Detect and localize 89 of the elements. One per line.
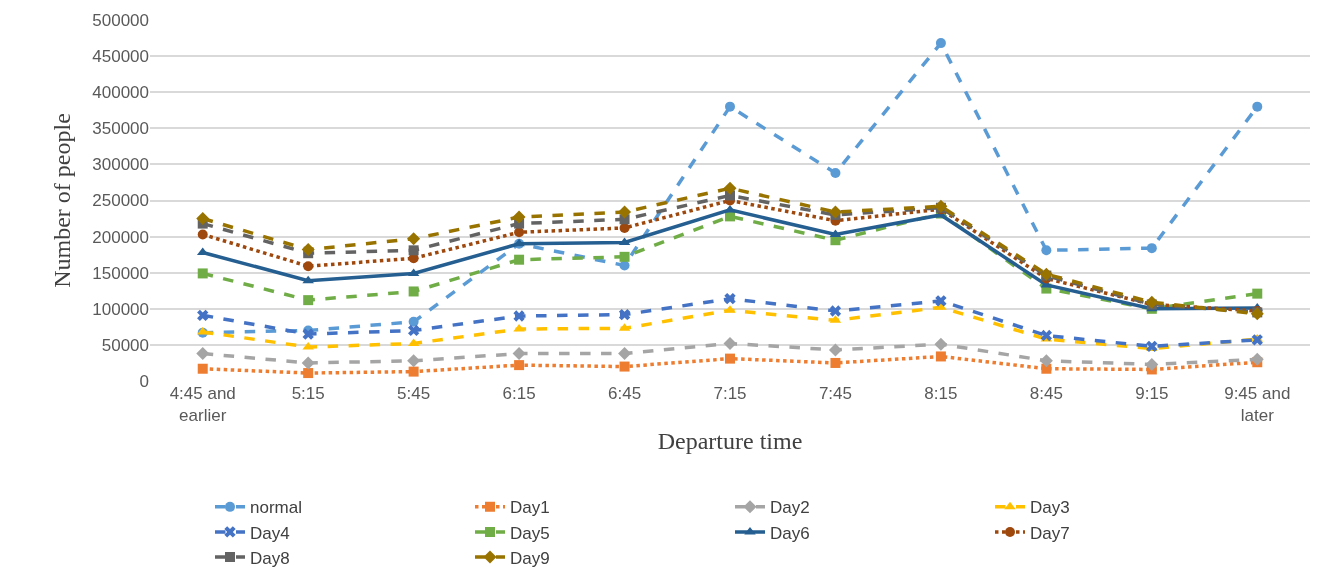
legend-label: Day7 bbox=[1030, 523, 1070, 543]
point bbox=[618, 308, 631, 321]
legend-label: Day3 bbox=[1030, 498, 1070, 518]
legend-label: Day9 bbox=[510, 548, 550, 568]
point bbox=[302, 275, 314, 284]
x-tick-label: 7:45 bbox=[818, 384, 852, 403]
x-tick-label: 8:15 bbox=[924, 384, 958, 403]
x-tick-label: 5:15 bbox=[291, 384, 325, 403]
x-axis-title: Departure time bbox=[657, 428, 803, 455]
point bbox=[619, 251, 630, 262]
point bbox=[302, 328, 314, 340]
point bbox=[301, 243, 315, 257]
point bbox=[828, 205, 842, 219]
point bbox=[1145, 295, 1159, 309]
point bbox=[1250, 352, 1264, 366]
point bbox=[408, 366, 419, 377]
point bbox=[935, 295, 947, 307]
point bbox=[1041, 245, 1052, 256]
point bbox=[513, 310, 525, 322]
point bbox=[724, 293, 736, 305]
legend-label: Day8 bbox=[250, 548, 290, 568]
point bbox=[512, 210, 526, 224]
point bbox=[828, 343, 842, 357]
y-tick-label: 250000 bbox=[92, 191, 149, 211]
y-tick-label: 400000 bbox=[92, 83, 149, 103]
point bbox=[407, 354, 421, 368]
legend-label: normal bbox=[250, 498, 302, 518]
x-tick-label: 9:45 and later bbox=[1224, 384, 1291, 426]
point bbox=[197, 268, 208, 279]
legend-label: Day4 bbox=[250, 523, 290, 543]
point bbox=[618, 347, 632, 361]
y-tick-label: 50000 bbox=[101, 335, 149, 355]
legend-label: Day1 bbox=[510, 498, 550, 518]
legend-label: Day5 bbox=[510, 523, 550, 543]
point bbox=[514, 254, 525, 265]
point bbox=[830, 168, 841, 179]
point bbox=[1251, 334, 1263, 346]
x-tick-label: 9:15 bbox=[1135, 384, 1169, 403]
point bbox=[618, 205, 632, 219]
y-tick-label: 450000 bbox=[92, 47, 149, 67]
y-tick-label: 300000 bbox=[92, 155, 149, 175]
legend-label: Day6 bbox=[770, 523, 810, 543]
point bbox=[407, 232, 421, 246]
point bbox=[935, 38, 946, 49]
point bbox=[197, 229, 208, 240]
point bbox=[1041, 363, 1052, 374]
x-tick-label: 7:15 bbox=[713, 384, 747, 403]
x-tick-label: 6:15 bbox=[502, 384, 536, 403]
point bbox=[514, 360, 525, 371]
x-tick-label: 5:45 bbox=[397, 384, 431, 403]
point bbox=[197, 363, 208, 374]
y-axis-title: Number of people bbox=[49, 113, 76, 288]
point bbox=[303, 261, 314, 272]
point bbox=[725, 353, 735, 364]
point bbox=[934, 337, 948, 351]
x-tick-label: 8:45 bbox=[1029, 384, 1063, 403]
point bbox=[408, 316, 419, 327]
y-tick-label: 0 bbox=[139, 371, 149, 391]
y-tick-label: 350000 bbox=[92, 119, 149, 139]
y-tick-label: 100000 bbox=[92, 299, 149, 319]
point bbox=[196, 212, 210, 226]
point bbox=[512, 347, 526, 361]
point bbox=[196, 347, 210, 361]
point bbox=[408, 245, 419, 256]
point bbox=[303, 295, 314, 306]
point bbox=[301, 356, 315, 370]
point bbox=[723, 336, 737, 350]
y-tick-label: 200000 bbox=[92, 227, 149, 247]
point bbox=[407, 324, 420, 337]
y-tick-label: 150000 bbox=[92, 263, 149, 283]
legend-label: Day2 bbox=[770, 498, 810, 518]
point bbox=[935, 351, 946, 362]
point bbox=[1040, 329, 1053, 342]
point bbox=[197, 309, 209, 321]
point bbox=[1252, 288, 1263, 299]
point bbox=[829, 305, 842, 317]
y-tick-label: 500000 bbox=[92, 10, 149, 30]
point bbox=[1252, 101, 1263, 112]
point bbox=[1145, 357, 1159, 371]
point bbox=[725, 101, 735, 112]
x-tick-label: 4:45 and earlier bbox=[169, 384, 236, 426]
point bbox=[303, 368, 314, 379]
point bbox=[723, 181, 737, 195]
point bbox=[408, 286, 419, 297]
x-tick-label: 6:45 bbox=[608, 384, 642, 403]
point bbox=[1146, 243, 1157, 254]
point bbox=[619, 361, 630, 372]
point bbox=[1039, 354, 1053, 368]
point bbox=[830, 357, 841, 368]
